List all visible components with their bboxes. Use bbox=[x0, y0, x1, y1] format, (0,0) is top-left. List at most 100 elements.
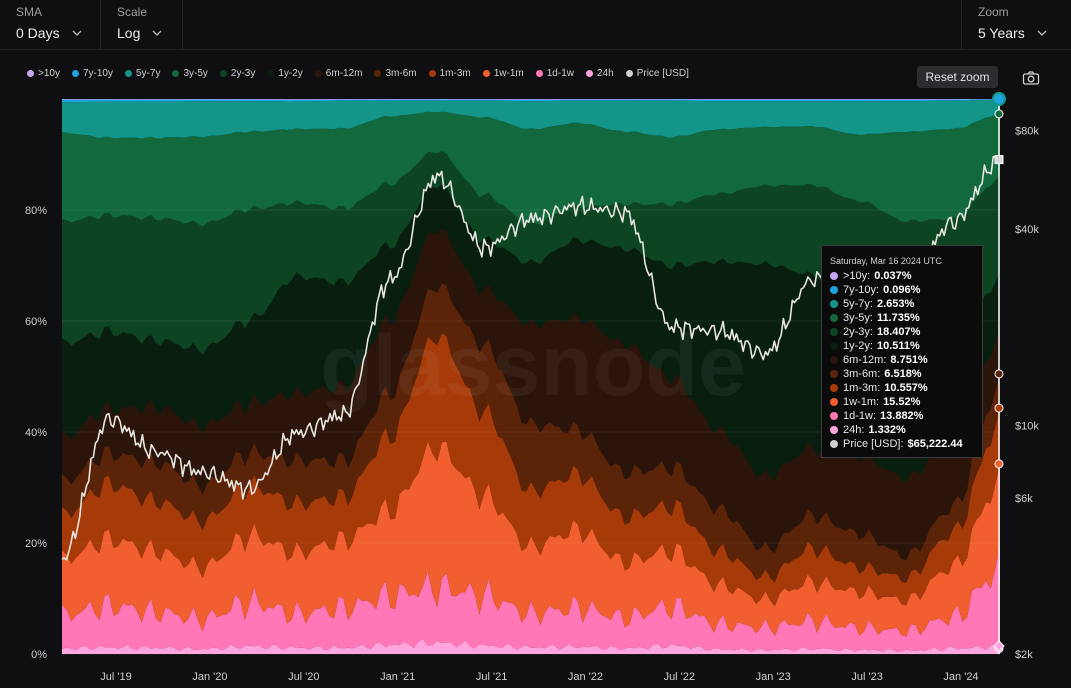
tooltip-row: 1m-3m: 10.557% bbox=[830, 381, 973, 395]
legend-item[interactable]: 3y-5y bbox=[172, 68, 208, 79]
legend-label: 6m-12m bbox=[325, 67, 363, 79]
x-tick-label: Jan '23 bbox=[756, 671, 791, 683]
x-tick-label: Jul '20 bbox=[288, 671, 319, 683]
tooltip-series-name: Price [USD]: bbox=[843, 438, 904, 450]
legend-item[interactable]: 1y-2y bbox=[267, 67, 303, 79]
controls-bar: SMA 0 Days Scale Log Zoom 5 Years bbox=[0, 0, 1071, 50]
tooltip-series-value: 8.751% bbox=[890, 354, 928, 366]
legend-dot bbox=[172, 69, 180, 77]
scale-value: Log bbox=[117, 25, 141, 41]
legend-label: 1m-3m bbox=[439, 67, 471, 79]
legend-dot bbox=[124, 69, 132, 77]
camera-icon[interactable] bbox=[1022, 70, 1040, 86]
legend-label: 1y-2y bbox=[278, 67, 303, 79]
tooltip-series-value: 10.511% bbox=[876, 340, 920, 352]
chevron-down-icon bbox=[1037, 30, 1047, 36]
tooltip-row: 1w-1m: 15.52% bbox=[830, 395, 973, 409]
legend-label: 5y-7y bbox=[135, 67, 161, 79]
tooltip-series-value: 2.653% bbox=[876, 298, 915, 310]
legend-dot bbox=[625, 69, 633, 77]
reset-zoom-button[interactable]: Reset zoom bbox=[917, 66, 998, 88]
legend-dot bbox=[71, 69, 79, 77]
tooltip-dot bbox=[830, 272, 838, 280]
legend-item[interactable]: 24h bbox=[586, 68, 614, 79]
tooltip-series-name: 1y-2y: bbox=[843, 340, 873, 352]
sma-label: SMA bbox=[16, 5, 43, 19]
y-right-tick-label: $2k bbox=[1015, 649, 1033, 661]
x-tick-label: Jan '20 bbox=[192, 671, 227, 683]
price-marker bbox=[994, 155, 1004, 165]
tooltip-row: 2y-3y: 18.407% bbox=[830, 325, 973, 339]
tooltip-row: 7y-10y: 0.096% bbox=[830, 283, 973, 297]
tooltip-row: 24h: 1.332% bbox=[830, 423, 973, 437]
zoom-value: 5 Years bbox=[978, 25, 1025, 41]
legend-label: 7y-10y bbox=[82, 67, 113, 79]
x-tick-label: Jul '23 bbox=[851, 671, 882, 683]
legend-item[interactable]: 1w-1m bbox=[482, 67, 524, 79]
legend-dot bbox=[27, 69, 34, 77]
tooltip-dot bbox=[830, 370, 838, 378]
sma-control[interactable]: SMA 0 Days bbox=[0, 0, 101, 50]
legend-label: Price [USD] bbox=[636, 67, 689, 79]
legend-item[interactable]: 1m-3m bbox=[428, 67, 471, 79]
tooltip-series-value: $65,222.44 bbox=[907, 438, 963, 450]
y-left-tick-label: 20% bbox=[25, 538, 47, 550]
tooltip-series-value: 0.037% bbox=[874, 270, 912, 282]
area-band-2y3y bbox=[62, 151, 1000, 355]
legend-item[interactable]: 6m-12m bbox=[314, 67, 363, 79]
legend-label: >10y bbox=[38, 67, 60, 79]
tooltip-series-value: 15.52% bbox=[883, 396, 921, 408]
zoom-select[interactable]: 5 Years bbox=[978, 24, 1055, 42]
tooltip-series-name: 6m-12m: bbox=[843, 354, 887, 366]
area-band-1y2y bbox=[62, 184, 1000, 482]
legend-dot bbox=[314, 69, 322, 77]
legend-item[interactable]: 5y-7y bbox=[124, 67, 161, 79]
tooltip-series-name: 7y-10y: bbox=[843, 284, 880, 296]
zoom-control[interactable]: Zoom 5 Years bbox=[961, 0, 1071, 50]
tooltip-dot bbox=[830, 342, 838, 350]
tooltip-dot bbox=[830, 440, 838, 448]
y-right-tick-label: $80k bbox=[1015, 126, 1039, 138]
tooltip-row: >10y: 0.037% bbox=[830, 269, 973, 283]
tooltip-series-value: 11.735% bbox=[876, 312, 920, 324]
area-band-5y7y bbox=[62, 99, 1000, 139]
tooltip-series-value: 10.557% bbox=[884, 382, 928, 394]
legend-item[interactable]: >10y bbox=[27, 68, 60, 79]
tooltip-row: 1y-2y: 10.511% bbox=[830, 339, 973, 353]
tooltip-row: 1d-1w: 13.882% bbox=[830, 409, 973, 423]
legend-dot bbox=[586, 69, 593, 77]
x-tick-label: Jul '19 bbox=[100, 671, 131, 683]
tooltip-row: 3m-6m: 6.518% bbox=[830, 367, 973, 381]
legend-label: 1w-1m bbox=[493, 67, 524, 79]
legend-item[interactable]: 7y-10y bbox=[71, 67, 113, 79]
tooltip-series-name: 2y-3y: bbox=[843, 326, 873, 338]
tooltip-dot bbox=[830, 398, 838, 406]
x-tick-label: Jan '22 bbox=[568, 671, 603, 683]
tooltip-series-value: 13.882% bbox=[880, 410, 924, 422]
y-left-tick-label: 40% bbox=[25, 427, 47, 439]
legend-label: 3m-6m bbox=[385, 67, 417, 79]
tooltip-series-name: >10y: bbox=[843, 270, 871, 282]
legend-item[interactable]: 2y-3y bbox=[219, 68, 255, 79]
tooltip-series-value: 18.407% bbox=[876, 326, 921, 338]
legend-label: 24h bbox=[597, 67, 614, 79]
scale-control[interactable]: Scale Log bbox=[101, 0, 183, 50]
x-tick-label: Jul '21 bbox=[476, 671, 507, 683]
x-tick-label: Jan '24 bbox=[943, 671, 978, 683]
watermark: glassnode bbox=[320, 318, 745, 414]
scale-select[interactable]: Log bbox=[117, 24, 166, 42]
tooltip-dot bbox=[830, 356, 838, 364]
tooltip-dot bbox=[830, 384, 838, 392]
legend-item[interactable]: 3m-6m bbox=[374, 67, 417, 79]
hover-marker bbox=[994, 369, 1004, 379]
sma-value: 0 Days bbox=[16, 25, 60, 41]
y-left-tick-label: 60% bbox=[25, 316, 47, 328]
tooltip-dot bbox=[830, 300, 838, 308]
tooltip-row: 5y-7y: 2.653% bbox=[830, 297, 973, 311]
legend-dot bbox=[428, 69, 436, 77]
legend-item[interactable]: 1d-1w bbox=[535, 68, 574, 79]
x-tick-label: Jul '22 bbox=[664, 671, 695, 683]
legend-item[interactable]: Price [USD] bbox=[625, 67, 689, 79]
sma-select[interactable]: 0 Days bbox=[16, 24, 84, 42]
